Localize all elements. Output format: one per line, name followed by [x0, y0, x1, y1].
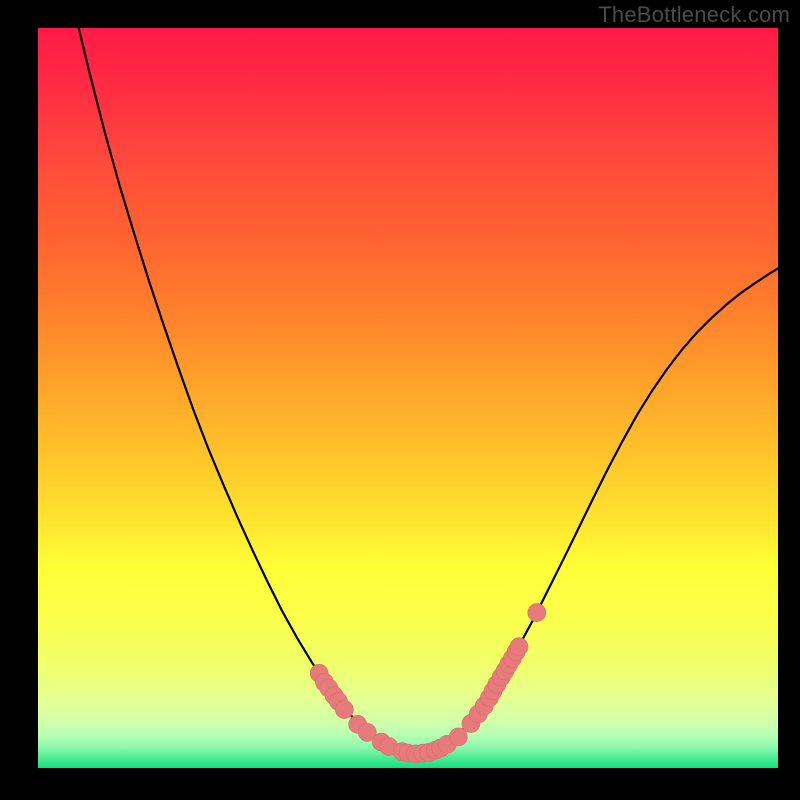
chart-stage	[0, 0, 800, 800]
plot-area	[38, 28, 778, 768]
watermark-text: TheBottleneck.com	[598, 2, 790, 28]
data-markers	[38, 28, 778, 768]
